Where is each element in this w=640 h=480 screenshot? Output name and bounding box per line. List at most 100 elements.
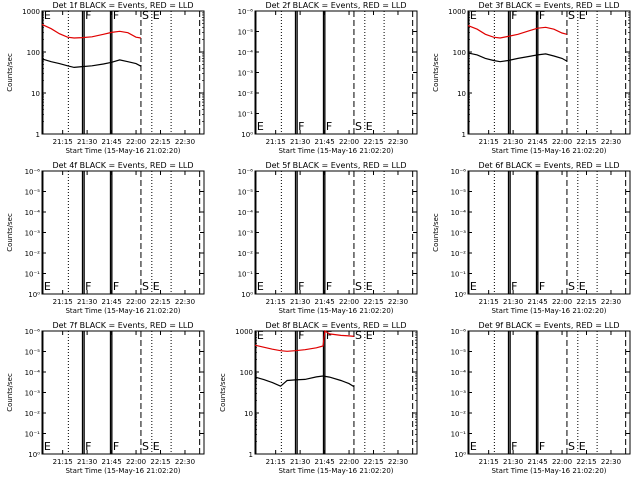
panel-title: Det 8f BLACK = Events, RED = LLD [265,321,406,330]
x-tick-label: 22:15 [363,458,383,466]
marker-label: F [326,329,332,342]
y-tick-label: 10⁻⁴ [238,49,254,57]
x-tick-label: 22:15 [576,298,596,306]
y-tick-label: 10⁻² [25,410,41,418]
marker-label: E [366,280,373,293]
x-axis-label: Start Time (15-May-16 21:02:20) [65,467,180,475]
x-tick-label: 21:30 [290,458,310,466]
y-tick-label: 10⁻³ [25,230,41,238]
y-tick-label: 1000 [235,328,253,336]
x-tick-label: 22:15 [576,138,596,146]
y-tick-label: 10⁻⁴ [25,369,41,377]
x-tick-label: 22:15 [363,298,383,306]
y-tick-label: 10⁰ [454,451,466,459]
x-tick-label: 22:15 [150,298,170,306]
y-tick-label: 10⁻⁵ [451,189,467,197]
y-tick-label: 10⁻³ [238,230,254,238]
y-tick-label: 10⁻¹ [451,271,467,279]
y-tick-label: 100 [240,369,253,377]
plot-frame [467,10,631,135]
x-tick-label: 22:00 [552,298,572,306]
marker-label: E [257,329,264,342]
y-tick-label: 10⁻² [451,410,467,418]
y-tick-label: 10⁻¹ [238,271,254,279]
y-tick-label: 10⁻³ [451,230,467,238]
x-axis-label: Start Time (15-May-16 21:02:20) [65,307,180,315]
marker-label: F [298,329,304,342]
y-tick-label: 10⁰ [28,451,40,459]
x-tick-label: 21:15 [53,298,73,306]
x-tick-label: 21:45 [101,458,121,466]
marker-label: E [579,280,586,293]
marker-label: E [44,440,51,453]
y-tick-label: 10⁻³ [451,390,467,398]
panel-title: Det 4f BLACK = Events, RED = LLD [52,161,193,170]
y-tick-label: 10⁻² [238,250,254,258]
x-tick-label: 21:45 [314,298,334,306]
x-tick-label: 21:45 [101,138,121,146]
marker-label: E [44,9,51,22]
x-tick-label: 22:15 [363,138,383,146]
marker-label: E [366,329,373,342]
y-tick-label: 1 [36,131,40,139]
x-tick-label: 22:00 [339,458,359,466]
y-tick-label: 10⁻¹ [451,431,467,439]
x-tick-label: 21:45 [101,298,121,306]
panel-det-4: Det 4f BLACK = Events, RED = LLD 10⁰ 10⁻¹ 1… [6,161,205,315]
marker-label: F [113,9,119,22]
panel-title: Det 6f BLACK = Events, RED = LLD [478,161,619,170]
y-tick-label: 10⁰ [28,291,40,299]
x-tick-label: 22:15 [150,458,170,466]
panel-title: Det 3f BLACK = Events, RED = LLD [478,1,619,10]
plot-frame [41,10,205,135]
x-tick-label: 21:45 [314,138,334,146]
marker-label: E [579,440,586,453]
marker-label: E [257,280,264,293]
x-tick-label: 22:30 [601,458,621,466]
panel-det-3: Det 3f BLACK = Events, RED = LLD 1 10 100 10… [432,1,631,155]
y-tick-label: 10 [244,410,253,418]
x-tick-label: 22:30 [601,298,621,306]
marker-label: F [326,280,332,293]
y-tick-label: 1 [462,131,466,139]
x-tick-label: 22:30 [388,138,408,146]
marker-label: F [539,280,545,293]
x-tick-label: 22:15 [576,458,596,466]
marker-label: S [355,120,362,133]
y-axis-label: Counts/sec [432,53,440,92]
y-tick-label: 10⁻⁶ [451,328,467,336]
plot-frame [41,330,205,455]
y-tick-label: 10⁻² [451,250,467,258]
marker-label: E [470,280,477,293]
x-tick-label: 21:30 [290,298,310,306]
marker-label: F [113,440,119,453]
x-tick-label: 22:30 [175,298,195,306]
x-tick-label: 22:00 [126,298,146,306]
y-tick-label: 10⁻⁶ [25,168,41,176]
marker-label: E [257,120,264,133]
x-tick-label: 21:15 [479,458,499,466]
marker-label: F [85,440,91,453]
y-tick-label: 10⁻² [238,90,254,98]
x-tick-label: 21:30 [503,458,523,466]
x-axis-label: Start Time (15-May-16 21:02:20) [491,307,606,315]
x-tick-label: 21:15 [53,138,73,146]
x-tick-label: 22:30 [175,458,195,466]
marker-label: S [568,280,575,293]
y-axis-label: Counts/sec [6,373,14,412]
marker-label: F [298,280,304,293]
panel-det-6: Det 6f BLACK = Events, RED = LLD 10⁰ 10⁻¹ 1… [432,161,631,315]
x-tick-label: 21:45 [527,298,547,306]
x-tick-label: 22:15 [150,138,170,146]
x-tick-label: 21:15 [479,138,499,146]
x-tick-label: 21:30 [77,298,97,306]
y-tick-label: 10⁰ [241,131,253,139]
y-tick-label: 10⁻³ [25,390,41,398]
y-tick-label: 10⁻⁴ [451,369,467,377]
marker-label: F [326,120,332,133]
y-axis-label: Counts/sec [432,213,440,252]
panel-det-8: Det 8f BLACK = Events, RED = LLD 1 10 100 10… [219,321,418,475]
x-tick-label: 22:30 [175,138,195,146]
x-axis-label: Start Time (15-May-16 21:02:20) [278,147,393,155]
